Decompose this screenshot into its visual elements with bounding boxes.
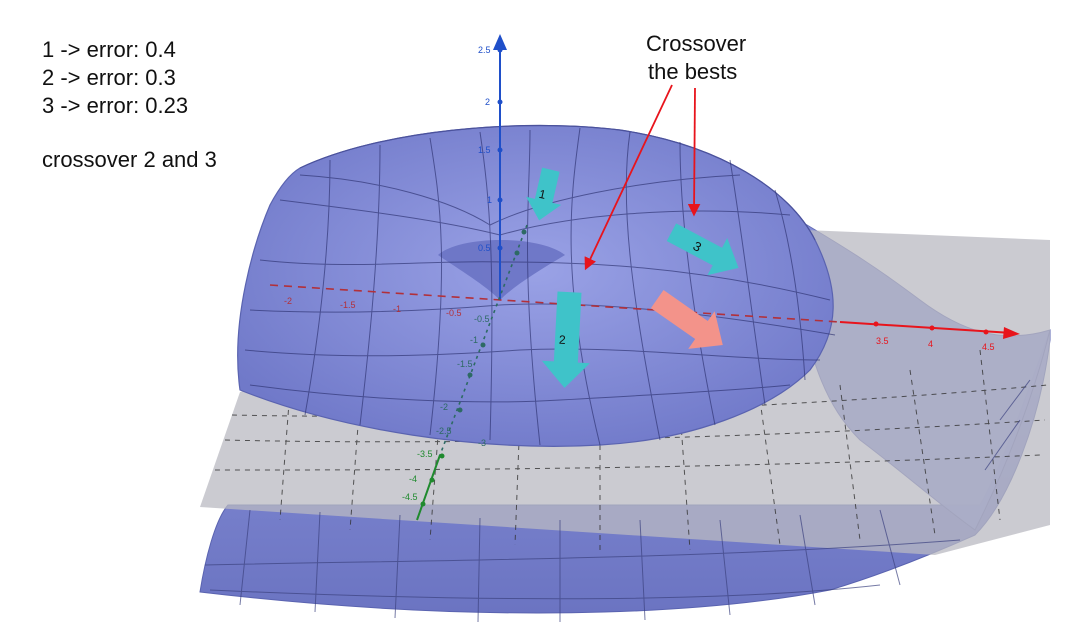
error-item: 2 -> error: 0.3 — [42, 65, 176, 90]
crossover-result-arrow — [650, 290, 723, 349]
outer-surface-grid — [204, 379, 1031, 623]
y-tick-label: -3.5 — [417, 449, 433, 459]
arrow-1-label: 1 — [538, 187, 548, 202]
error-item: 3 -> error: 0.23 — [42, 93, 189, 118]
z-tick-label: 2.5 — [478, 45, 491, 55]
z-axis: 2.5 2 1.5 1 0.5 — [478, 34, 507, 300]
y-tick-label: -1 — [470, 335, 478, 345]
bowl-grid — [244, 127, 836, 446]
y-tick-label: -2.5 — [436, 426, 452, 436]
y-tick-label: -4 — [409, 474, 417, 484]
arrow-2-label: 2 — [559, 333, 567, 347]
x-tick-label: -1.5 — [340, 300, 356, 310]
bowl-rim — [299, 124, 816, 241]
z-tick-label: 0.5 — [478, 243, 491, 253]
candidate-arrow-3: 3 — [666, 223, 739, 276]
y-tick-label: -4.5 — [402, 492, 418, 502]
callout-line-2: the bests — [648, 59, 738, 84]
y-tick-label: -1.5 — [457, 359, 473, 369]
x-tick-label: -2 — [284, 296, 292, 306]
y-axis: -0.5 -1 -1.5 -2 -2.5 -3 -3.5 -4 -4.5 — [402, 224, 528, 521]
x-tick-label: -0.5 — [446, 308, 462, 318]
y-tick-label: -3 — [478, 438, 486, 448]
x-axis: 3.5 4 4.5 -2 -1.5 -1 -0.5 — [269, 284, 1020, 352]
callout-line-1: Crossover — [646, 31, 747, 56]
crossover-note: crossover 2 and 3 — [42, 147, 217, 172]
funnel-dip — [438, 240, 565, 300]
z-tick-label: 1 — [487, 195, 492, 205]
x-tick-label: 3.5 — [876, 336, 889, 346]
x-tick-label: 4 — [928, 339, 933, 349]
y-tick-label: -2 — [440, 402, 448, 412]
candidate-arrow-2: 2 — [541, 291, 590, 388]
candidate-arrow-1: 1 — [526, 167, 562, 221]
x-tick-label: -1 — [393, 304, 401, 314]
y-tick-label: -0.5 — [474, 314, 490, 324]
error-list: 1 -> error: 0.4 2 -> error: 0.3 3 -> err… — [42, 36, 188, 120]
callout-pointers — [584, 84, 701, 271]
error-item: 1 -> error: 0.4 — [42, 37, 176, 62]
crossover-callout: Crossover the bests — [646, 30, 746, 86]
x-tick-label: 4.5 — [982, 342, 995, 352]
z-tick-label: 1.5 — [478, 145, 491, 155]
z-tick-label: 2 — [485, 97, 490, 107]
